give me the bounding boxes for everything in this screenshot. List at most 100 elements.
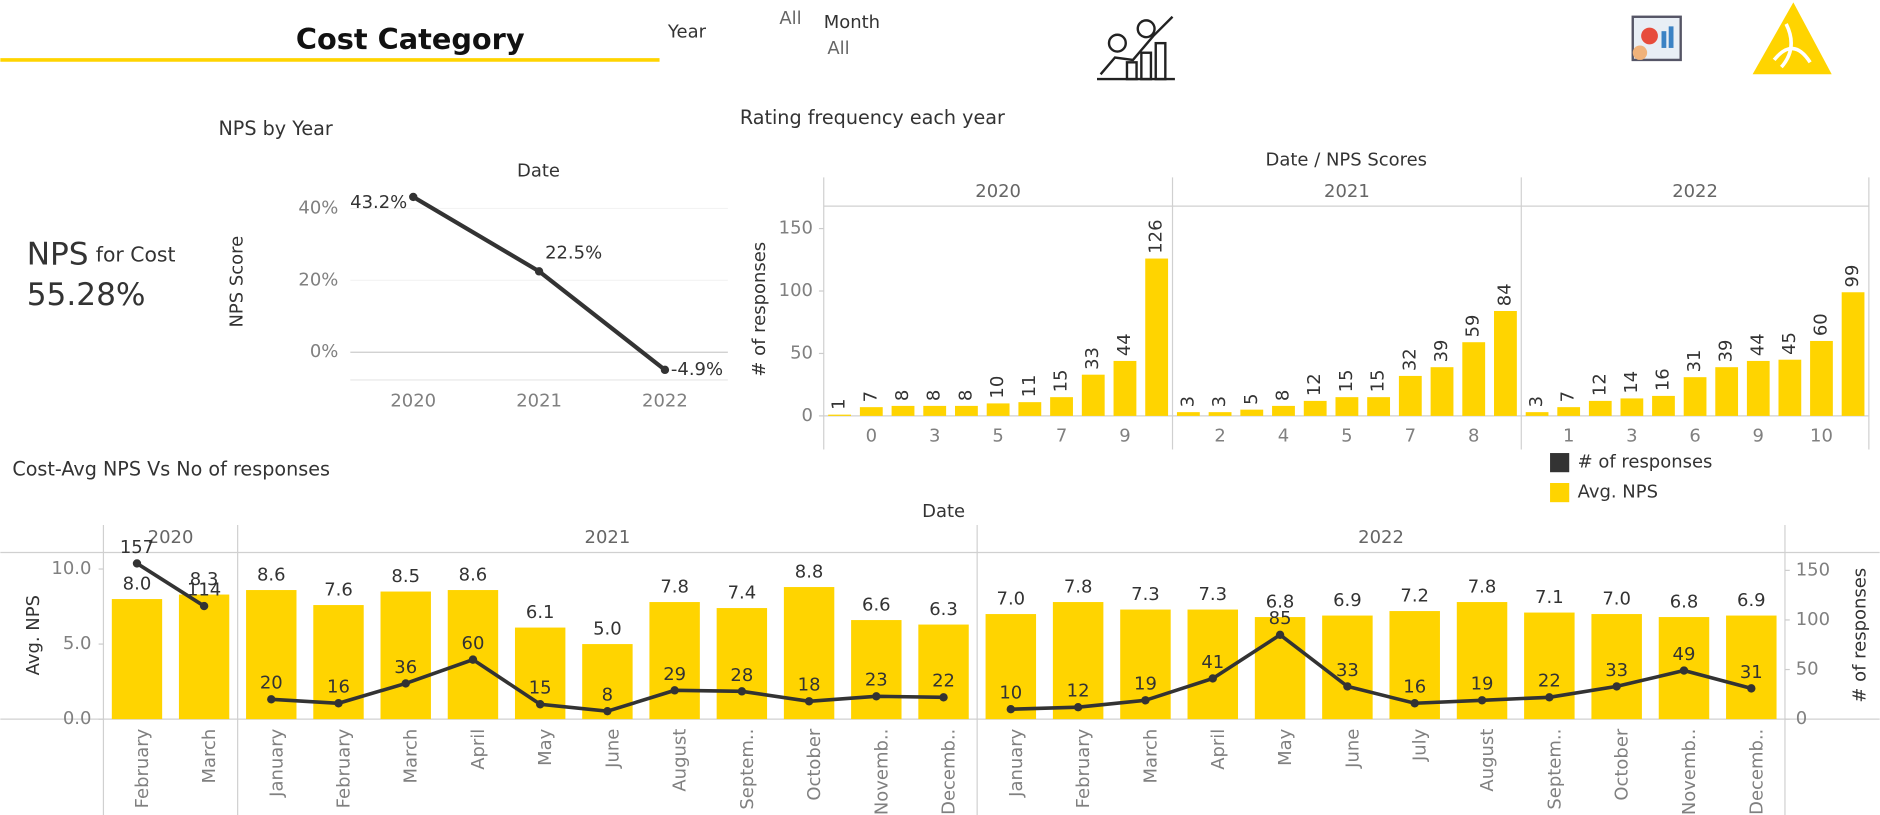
x-header: Date xyxy=(922,501,965,522)
bar xyxy=(649,602,700,720)
data-label: 15 xyxy=(529,678,552,699)
bar xyxy=(1303,400,1327,416)
y-tick-label: 100 xyxy=(779,280,813,301)
data-label: 7.8 xyxy=(1064,577,1093,598)
bar xyxy=(1726,615,1777,720)
bar xyxy=(1430,367,1454,416)
data-label: 18 xyxy=(798,675,821,696)
x-tick-label: 1 xyxy=(1563,425,1574,446)
data-label: 32 xyxy=(1399,348,1420,371)
x-tick-label: April xyxy=(1208,729,1229,770)
bar xyxy=(1462,342,1486,416)
data-label: 5.0 xyxy=(593,619,622,640)
chart-title: Cost-Avg NPS Vs No of responses xyxy=(12,457,330,480)
x-tick-label: Decemb.. xyxy=(1746,729,1767,815)
x-tick-label: 8 xyxy=(1468,425,1479,446)
x-tick-label: 5 xyxy=(992,425,1003,446)
y2-tick-label: 150 xyxy=(1796,559,1830,580)
point xyxy=(1343,682,1352,691)
data-label: 16 xyxy=(327,677,350,698)
point xyxy=(1477,696,1487,705)
point xyxy=(401,679,410,688)
facet-label: 2021 xyxy=(585,527,631,548)
data-label: 7.0 xyxy=(1602,589,1631,610)
data-label: 15 xyxy=(1368,369,1389,392)
x-tick-label: Septem.. xyxy=(1544,729,1565,810)
facet-label: 2022 xyxy=(1672,181,1718,202)
x-tick-label: February xyxy=(1073,728,1094,808)
bar xyxy=(1240,409,1264,416)
data-label: 7.3 xyxy=(1198,584,1227,605)
filter-label: Month xyxy=(824,12,880,33)
x-tick-label: October xyxy=(1612,728,1633,801)
y-tick-label: 5.0 xyxy=(63,633,92,654)
point xyxy=(737,687,747,696)
data-label: 7.3 xyxy=(1131,584,1160,605)
data-label: 7.2 xyxy=(1400,586,1429,607)
bar xyxy=(851,620,902,720)
x-tick-label: Septem.. xyxy=(737,729,758,810)
data-label: 8.8 xyxy=(795,562,824,583)
x-tick-label: 2 xyxy=(1214,425,1225,446)
point xyxy=(1545,693,1554,702)
bar xyxy=(1810,340,1833,416)
x-tick-label: May xyxy=(535,728,556,766)
bar xyxy=(1272,405,1295,416)
bar xyxy=(178,594,230,720)
dashboard-title: Cost Category xyxy=(296,22,525,56)
chart-title: NPS by Year xyxy=(218,117,332,140)
data-label: 8.0 xyxy=(123,574,152,595)
facet-label: 2021 xyxy=(1324,181,1370,202)
bar xyxy=(1050,397,1073,416)
line xyxy=(136,561,206,608)
data-label: 44 xyxy=(1114,333,1135,356)
x-tick-label: October xyxy=(804,728,825,801)
data-label: 7.0 xyxy=(997,589,1026,610)
y-tick-label: 0.0 xyxy=(63,708,92,729)
filter-value[interactable]: All xyxy=(827,38,849,59)
x-tick-label: Novemb.. xyxy=(871,729,892,815)
bar xyxy=(1322,615,1373,720)
data-label: 12 xyxy=(1304,373,1325,396)
bar xyxy=(1620,398,1644,416)
data-label: 8 xyxy=(955,390,976,401)
bar xyxy=(955,405,978,416)
y2-tick-label: 0 xyxy=(1796,708,1807,729)
data-label: 3 xyxy=(1209,396,1230,407)
data-label: 8 xyxy=(892,390,913,401)
point xyxy=(534,267,544,276)
point xyxy=(1073,703,1083,712)
x-tick-label: February xyxy=(132,728,153,808)
bar xyxy=(918,624,969,720)
data-label: 43.2% xyxy=(350,192,407,213)
bar xyxy=(923,405,947,416)
y-tick-label: 0% xyxy=(310,341,339,362)
data-label: 33 xyxy=(1082,347,1103,370)
data-label: 5 xyxy=(1241,393,1262,404)
x-tick-label: 3 xyxy=(1626,425,1637,446)
point xyxy=(872,692,881,701)
bar xyxy=(828,414,852,416)
legend-swatch xyxy=(1550,453,1570,473)
bar xyxy=(1746,360,1770,416)
x-tick-label: 9 xyxy=(1753,425,1764,446)
filter-value[interactable]: All xyxy=(779,8,801,29)
data-label: 44 xyxy=(1747,333,1768,356)
data-label: 6.8 xyxy=(1266,592,1295,613)
bar xyxy=(1683,377,1707,416)
x-tick-label: June xyxy=(1342,729,1363,769)
y-tick-label: 40% xyxy=(298,197,338,218)
bar xyxy=(1187,609,1239,720)
point xyxy=(132,559,142,568)
data-label: 31 xyxy=(1740,662,1763,683)
x-tick-label: August xyxy=(670,729,691,792)
data-label: 99 xyxy=(1842,265,1863,288)
x-tick-label: January xyxy=(266,728,287,797)
bar xyxy=(1113,360,1137,416)
data-label: 6.6 xyxy=(862,595,891,616)
presentation-icon xyxy=(1631,15,1682,62)
bar xyxy=(1524,612,1575,720)
x-tick-label: 2021 xyxy=(516,391,562,412)
bar xyxy=(859,407,883,416)
point xyxy=(267,695,276,704)
